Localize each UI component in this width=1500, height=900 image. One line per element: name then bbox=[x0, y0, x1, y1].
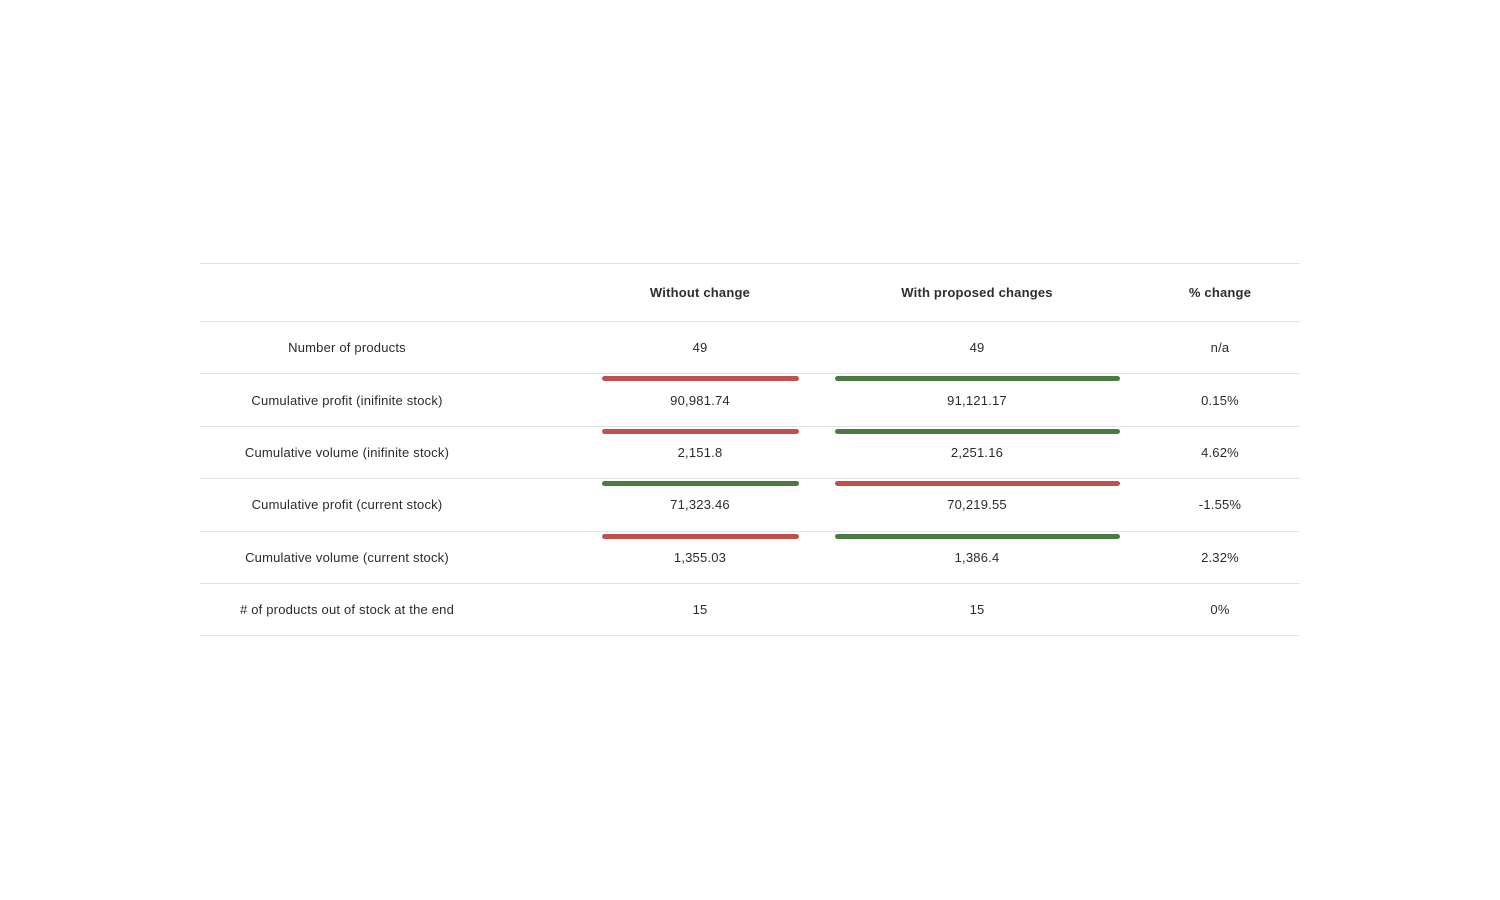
header-with-proposed-changes: With proposed changes bbox=[901, 285, 1053, 300]
table-row: Cumulative volume (current stock) 1,355.0… bbox=[200, 532, 1300, 584]
row-with-changes-value: 49 bbox=[969, 340, 985, 356]
without-red-indicator-bar bbox=[602, 533, 799, 539]
row-without-change-value: 2,151.8 bbox=[677, 444, 723, 460]
row-metric-label: Number of products bbox=[288, 340, 406, 356]
row-without-change-value: 71,323.46 bbox=[670, 497, 730, 513]
row-metric-label: Cumulative volume (inifinite stock) bbox=[244, 444, 450, 460]
row-without-change-value: 49 bbox=[692, 340, 708, 356]
with-green-indicator-bar bbox=[835, 376, 1120, 382]
comparison-table: Without change With proposed changes % c… bbox=[200, 263, 1300, 637]
header-metric bbox=[200, 264, 494, 321]
table-row: Cumulative profit (inifinite stock) 90,98… bbox=[200, 374, 1300, 427]
header-without-change: Without change bbox=[649, 285, 751, 300]
table-row: # of products out of stock at the end 15 1… bbox=[200, 584, 1300, 637]
row-percent-change-value: n/a bbox=[1210, 340, 1230, 356]
row-without-change-value: 1,355.03 bbox=[673, 549, 727, 565]
with-green-indicator-bar bbox=[835, 428, 1120, 434]
row-percent-change-value: 0.15% bbox=[1201, 392, 1239, 408]
row-metric-label: Cumulative volume (current stock) bbox=[245, 549, 449, 565]
table-header-row: Without change With proposed changes % c… bbox=[200, 264, 1300, 322]
table-body: Number of products 49 49 n/a Cumulative prof… bbox=[200, 322, 1300, 637]
row-with-changes-value: 15 bbox=[969, 602, 985, 618]
row-with-changes-value: 91,121.17 bbox=[947, 392, 1007, 408]
row-with-changes-value: 2,251.16 bbox=[950, 444, 1004, 460]
table-row: Cumulative profit (current stock) 71,323.… bbox=[200, 479, 1300, 532]
row-without-change-value: 15 bbox=[692, 602, 708, 618]
row-percent-change-value: -1.55% bbox=[1198, 497, 1242, 513]
row-percent-change-value: 4.62% bbox=[1201, 444, 1239, 460]
row-with-changes-value: 70,219.55 bbox=[947, 497, 1007, 513]
row-metric-label: Cumulative profit (inifinite stock) bbox=[251, 392, 443, 408]
row-metric-label: Cumulative profit (current stock) bbox=[251, 497, 443, 513]
row-with-changes-value: 1,386.4 bbox=[954, 549, 1000, 565]
header-percent-change: % change bbox=[1188, 285, 1252, 300]
without-green-indicator-bar bbox=[602, 481, 799, 487]
row-metric-label: # of products out of stock at the end bbox=[239, 602, 455, 618]
table-row: Cumulative volume (inifinite stock) 2,151… bbox=[200, 427, 1300, 480]
table-row: Number of products 49 49 n/a bbox=[200, 322, 1300, 375]
without-red-indicator-bar bbox=[602, 376, 799, 382]
without-red-indicator-bar bbox=[602, 428, 799, 434]
row-percent-change-value: 2.32% bbox=[1201, 549, 1239, 565]
row-percent-change-value: 0% bbox=[1210, 602, 1230, 618]
row-without-change-value: 90,981.74 bbox=[670, 392, 730, 408]
with-red-indicator-bar bbox=[835, 481, 1120, 487]
with-green-indicator-bar bbox=[835, 533, 1120, 539]
